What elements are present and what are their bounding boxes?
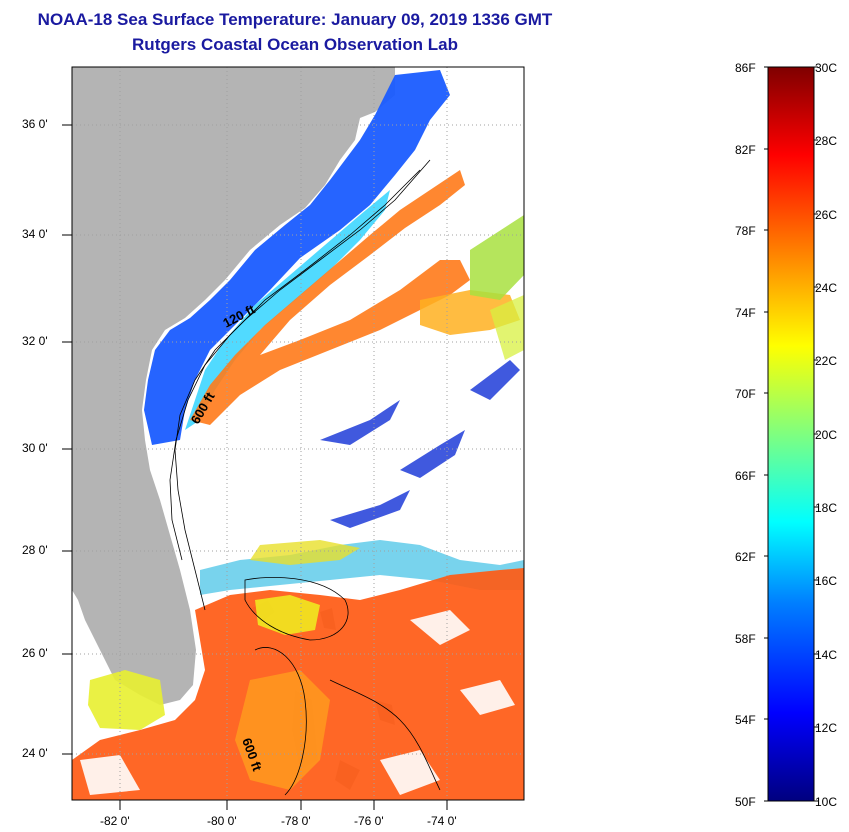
colorbar-f-label: 50F [735,795,756,809]
sst-cold-streak [330,490,410,528]
map-frame [71,66,525,801]
map-title: NOAA-18 Sea Surface Temperature: January… [37,10,553,29]
cloud-gap [80,755,140,795]
colorbar-f-label: 54F [735,713,756,727]
sst-cyan-band [185,190,390,430]
sst-cold-streak [320,400,400,445]
lon-label: -74 0' [427,814,457,828]
land-mass [72,67,395,705]
colorbar-c-label: 16C [815,574,838,588]
colorbar-ticks [764,66,818,802]
bathymetry-contours [169,159,441,796]
colorbar-f-label: 78F [735,224,756,238]
sst-yellow-band [250,540,360,565]
sst-gulf-stream [190,170,470,425]
colorbar-c-label: 30C [815,61,838,75]
lat-label: 34 0' [22,227,48,241]
colorbar-c-label: 28C [815,134,838,148]
colorbar-c-label: 18C [815,501,838,515]
sst-greenish-patch [470,215,524,300]
lat-label: 30 0' [22,441,48,455]
lat-label: 24 0' [22,746,48,760]
sst-cold-streak [470,360,520,400]
colorbar-f-label: 70F [735,387,756,401]
colorbar-f-label: 62F [735,550,756,564]
lat-label: 32 0' [22,334,48,348]
cloud-gap [380,750,440,795]
colorbar-f-label: 58F [735,632,756,646]
colorbar-c-label: 12C [815,721,838,735]
sst-yellowgreen-patch [490,295,524,360]
sst-orange-south [235,670,330,790]
lat-label: 28 0' [22,543,48,557]
colorbar-c-label: 14C [815,648,838,662]
lon-label: -82 0' [100,814,130,828]
graticule [72,67,524,800]
colorbar-f-label: 74F [735,306,756,320]
colorbar [767,66,815,802]
map-subtitle: Rutgers Coastal Ocean Observation Lab [132,35,458,54]
lat-label: 36 0' [22,117,48,131]
colorbar-f-label: 66F [735,469,756,483]
colorbar-c-label: 20C [815,428,838,442]
map-ticks [62,124,448,810]
sst-yellow-florida-bay [88,670,165,730]
lat-label: 26 0' [22,646,48,660]
colorbar-c-label: 22C [815,354,838,368]
colorbar-f-label: 82F [735,143,756,157]
lon-label: -80 0' [207,814,237,828]
sst-yellow-bahamas [255,595,320,635]
cloud-gap [460,680,515,715]
lon-label: -76 0' [354,814,384,828]
sst-cold-streak [400,430,465,478]
map-canvas [72,67,524,800]
colorbar-c-label: 10C [815,795,838,809]
colorbar-c-label: 24C [815,281,838,295]
lon-label: -78 0' [281,814,311,828]
cloud-gap [410,610,470,645]
colorbar-f-label: 86F [735,61,756,75]
colorbar-c-label: 26C [815,208,838,222]
